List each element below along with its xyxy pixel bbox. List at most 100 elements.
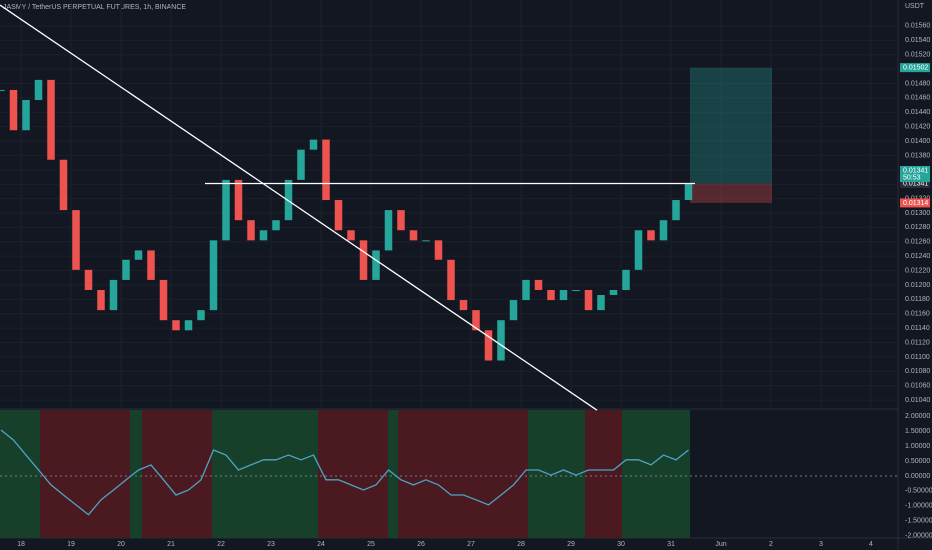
chart-title: JASMY / TetherUS PERPETUAL FUTURES, 1h, … [3, 4, 186, 11]
x-tick-label: 31 [667, 541, 675, 548]
stop-zone [690, 183, 772, 203]
candle [159, 279, 168, 321]
candle [609, 289, 618, 296]
y-tick-label: 0.01240 [905, 253, 930, 260]
candle [534, 279, 543, 290]
x-tick-label: 4 [869, 541, 873, 548]
y-tick-label: 0.01080 [905, 368, 930, 375]
y-tick-label: 0.01100 [905, 354, 930, 361]
candle [172, 320, 180, 331]
candle [222, 179, 230, 241]
stop-price-tag-bg [900, 198, 930, 208]
signal-region [318, 410, 388, 538]
signal-region [585, 410, 622, 538]
candle [384, 210, 393, 251]
candle [459, 300, 468, 311]
candle [72, 210, 80, 270]
candle [472, 310, 480, 331]
candle [684, 183, 693, 201]
osc-tick-label: -1.00000 [905, 503, 932, 510]
y-tick-label: 0.01560 [905, 23, 930, 30]
signal-region [130, 410, 142, 538]
candle [134, 250, 143, 260]
osc-tick-label: 1.50000 [905, 428, 930, 435]
x-tick-label: 3 [819, 541, 823, 548]
x-tick-label: 20 [117, 541, 125, 548]
candle [209, 240, 218, 311]
stop-price-tag: 0.01314 [903, 200, 928, 207]
x-tick-label: 30 [617, 541, 625, 548]
candle [309, 139, 318, 150]
signal-region [142, 410, 212, 538]
y-tick-label: 0.01400 [905, 138, 930, 145]
osc-tick-label: 1.00000 [905, 443, 930, 450]
candle [672, 200, 680, 221]
signal-region [212, 410, 318, 538]
candle [359, 240, 368, 280]
y-tick-label: 0.01220 [905, 267, 930, 274]
candle [97, 289, 105, 311]
x-tick-label: 27 [467, 541, 475, 548]
candle [597, 295, 605, 311]
osc-tick-label: 0.50000 [905, 458, 930, 465]
osc-tick-label: -2.00000 [905, 532, 932, 539]
last-price-bg [900, 165, 930, 182]
osc-tick-label: -1.50000 [905, 518, 932, 525]
candle [547, 289, 555, 301]
candle [109, 279, 118, 311]
y-tick-label: 0.01060 [905, 383, 930, 390]
target-price-tag-bg [900, 63, 930, 73]
candle [59, 159, 68, 211]
candle [0, 89, 5, 91]
candle [409, 230, 418, 241]
target-price-tag: 0.01502 [903, 64, 928, 71]
x-tick-label: 24 [317, 541, 325, 548]
countdown: 50:53 [903, 174, 921, 181]
candle [184, 320, 193, 331]
y-tick-label: 0.01180 [905, 296, 930, 303]
unit-label: USDT [905, 3, 925, 10]
candle [509, 300, 518, 321]
target-zone [690, 67, 772, 184]
candle [22, 100, 30, 131]
candle [197, 310, 205, 321]
candle [259, 230, 268, 241]
candle [484, 330, 493, 361]
x-tick-label: 19 [67, 541, 75, 548]
y-tick-label: 0.01300 [905, 210, 930, 217]
x-tick-label: 21 [167, 541, 175, 548]
candle [422, 240, 430, 242]
candle [147, 250, 155, 280]
osc-tick-label: 0.00000 [905, 473, 930, 480]
y-tick-label: 0.01280 [905, 224, 930, 231]
x-tick-label: 22 [217, 541, 225, 548]
signal-region [622, 410, 690, 538]
osc-tick-label: 2.00000 [905, 413, 930, 420]
candle [122, 259, 130, 280]
entry-price-tag-bg [900, 178, 930, 188]
y-tick-label: 0.01540 [905, 37, 930, 44]
y-tick-label: 0.01200 [905, 282, 930, 289]
x-tick-label: 28 [517, 541, 525, 548]
candle [272, 220, 280, 231]
candle [9, 89, 18, 131]
candle [584, 289, 593, 311]
candle [34, 79, 43, 101]
oscillator-line [0, 429, 689, 516]
y-tick-label: 0.01420 [905, 123, 930, 130]
y-tick-label: 0.01120 [905, 339, 930, 346]
x-tick-label: 23 [267, 541, 275, 548]
candle [322, 139, 330, 201]
candle [247, 220, 255, 241]
y-tick-label: 0.01440 [905, 109, 930, 116]
candle [447, 259, 455, 301]
candle [372, 250, 380, 280]
candle [622, 269, 630, 290]
candle [334, 200, 343, 231]
x-tick-label: 18 [17, 541, 25, 548]
candle [559, 289, 568, 301]
candle [297, 149, 305, 180]
candle [434, 240, 443, 260]
